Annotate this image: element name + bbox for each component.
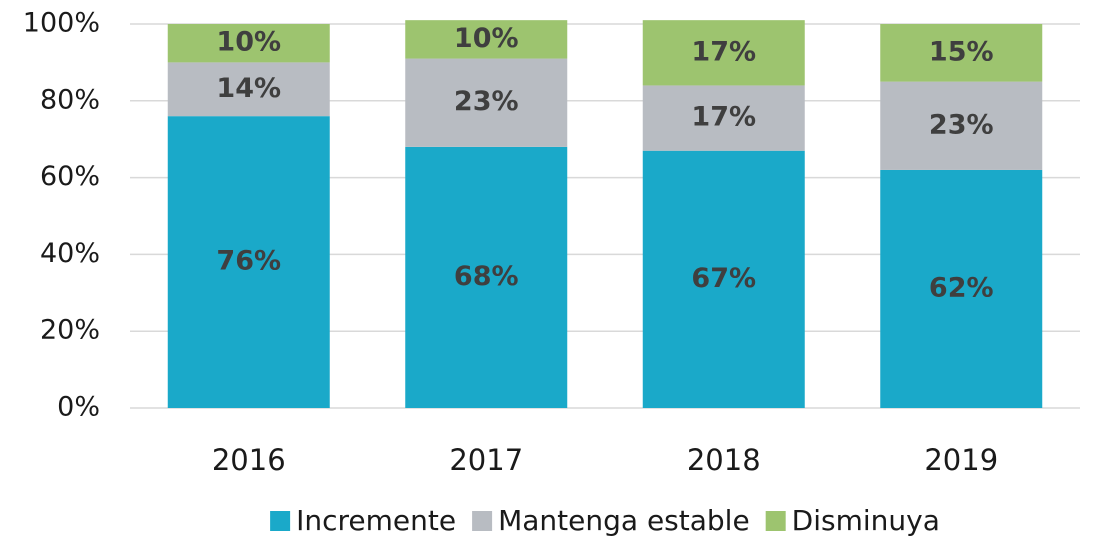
legend-label: Mantenga estable (498, 504, 750, 537)
data-label: 14% (216, 73, 281, 104)
x-tick-label: 2018 (687, 443, 761, 477)
x-tick-label: 2019 (924, 443, 998, 477)
y-tick-label: 0% (57, 392, 100, 423)
bar-segment (167, 116, 330, 408)
bar-segment (167, 62, 330, 117)
data-label: 68% (454, 261, 519, 292)
legend: Incremente Mantenga estable Disminuya (270, 504, 940, 537)
data-label: 23% (454, 86, 519, 117)
data-label: 67% (691, 263, 756, 294)
y-tick-label: 60% (40, 161, 100, 192)
legend-swatch (765, 511, 786, 531)
legend-label: Incremente (296, 504, 456, 537)
bar-segment (642, 150, 805, 408)
legend-label: Disminuya (792, 504, 940, 537)
bar-segment (880, 81, 1043, 170)
bar-segment (642, 20, 805, 86)
data-label: 23% (929, 109, 994, 140)
y-tick-label: 100% (23, 8, 100, 39)
data-label: 10% (216, 27, 281, 58)
bar-segment (405, 20, 568, 59)
data-label: 17% (691, 102, 756, 133)
legend-swatch (472, 511, 493, 531)
bar-segment (642, 85, 805, 151)
x-tick-label: 2017 (449, 443, 523, 477)
y-tick-label: 40% (40, 238, 100, 269)
y-tick-label: 20% (40, 315, 100, 346)
bar-segment (405, 146, 568, 408)
bar-segment (880, 169, 1043, 408)
bar-segment (405, 58, 568, 147)
data-label: 76% (216, 246, 281, 277)
data-label: 15% (929, 36, 994, 67)
data-label: 62% (929, 272, 994, 303)
bar-segment (167, 24, 330, 63)
data-label: 17% (691, 36, 756, 67)
y-tick-label: 80% (40, 84, 100, 115)
legend-swatch (270, 511, 291, 531)
x-tick-label: 2016 (212, 443, 286, 477)
bar-segment (880, 24, 1043, 82)
data-label: 10% (454, 23, 519, 54)
